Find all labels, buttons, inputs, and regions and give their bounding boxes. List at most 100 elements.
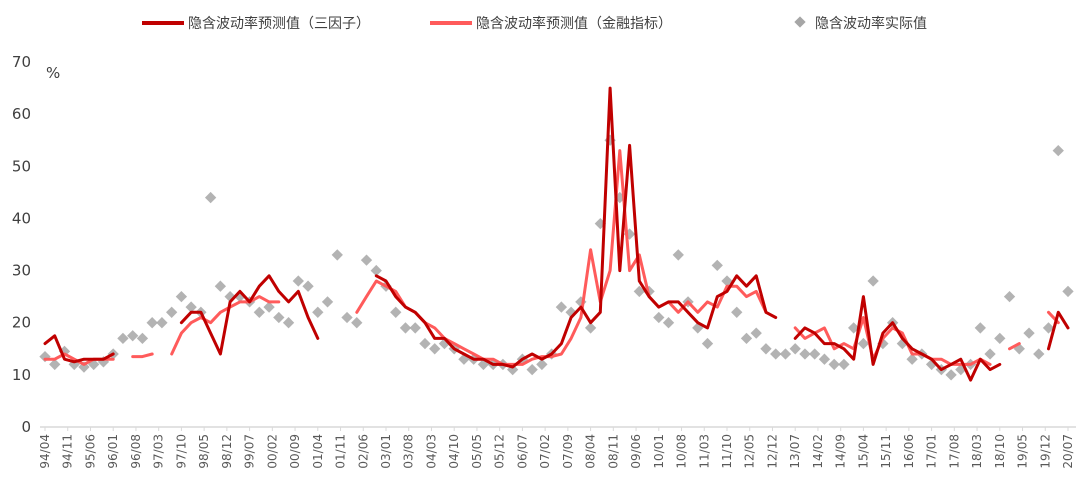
x-tick-label: 10/01	[652, 434, 666, 469]
actual-point	[721, 275, 733, 287]
actual-point	[409, 322, 421, 334]
x-tick-label: 07/09	[561, 434, 575, 469]
y-tick-label: 20	[12, 314, 31, 332]
actual-point	[146, 317, 158, 329]
three-factor-line-segment	[43, 334, 115, 364]
actual-point	[175, 290, 188, 303]
x-tick-label: 94/11	[61, 434, 75, 469]
x-tick-label: 14/09	[834, 434, 848, 469]
x-tick-label: 12/12	[765, 434, 779, 469]
x-tick-label: 99/07	[243, 434, 257, 469]
actual-point	[584, 322, 597, 334]
x-tick-label: 03/08	[402, 434, 416, 469]
x-axis: 94/04 94/11 95/06 96/01 96/08 97/03 97/10 98/05…	[38, 426, 1076, 469]
actual-point	[779, 348, 792, 360]
plot-area	[39, 86, 1074, 382]
actual-point	[750, 327, 762, 339]
financial-line-segment	[793, 316, 992, 366]
x-tick-label: 10/08	[675, 434, 689, 469]
x-tick-label: 96/08	[129, 434, 143, 469]
y-tick-label: 60	[12, 105, 31, 123]
actual-point	[770, 348, 782, 360]
x-tick-label: 11/10	[720, 434, 734, 469]
actual-point	[536, 358, 548, 371]
x-tick-label: 98/05	[197, 434, 211, 469]
y-tick-label: 10	[12, 366, 31, 384]
actual-point	[1062, 285, 1074, 298]
actual-point	[399, 322, 412, 334]
actual-point	[273, 311, 285, 324]
actual-point	[848, 322, 860, 334]
x-tick-label: 11/03	[697, 434, 711, 469]
actual-point	[156, 317, 168, 329]
x-tick-label: 20/07	[1061, 434, 1075, 469]
actual-point	[555, 301, 568, 313]
actual-point	[360, 254, 373, 266]
actual-point	[302, 280, 314, 292]
actual-point	[740, 332, 753, 345]
actual-point	[49, 358, 61, 371]
actual-point	[974, 322, 986, 334]
actual-point	[818, 353, 831, 365]
x-tick-label: 05/05	[470, 434, 484, 469]
actual-point	[136, 332, 149, 345]
actual-point	[945, 369, 957, 381]
y-axis-unit: %	[46, 64, 60, 82]
actual-point	[1052, 144, 1064, 157]
x-tick-label: 16/06	[902, 434, 916, 469]
x-tick-label: 03/01	[379, 434, 393, 469]
x-tick-label: 13/07	[788, 434, 802, 469]
x-tick-label: 96/01	[106, 434, 120, 469]
x-tick-label: 95/06	[83, 434, 97, 469]
x-tick-label: 00/02	[265, 434, 279, 469]
y-tick-label: 70	[12, 53, 31, 71]
three-factor-line-segment	[1047, 310, 1070, 351]
actual-point	[419, 337, 431, 350]
actual-point	[731, 306, 743, 318]
actual-point	[341, 311, 353, 324]
x-tick-label: 19/12	[1038, 434, 1052, 469]
x-tick-label: 98/12	[220, 434, 234, 469]
actual-point	[127, 330, 139, 342]
actual-point	[672, 249, 684, 261]
actual-point	[809, 348, 821, 360]
y-tick-label: 50	[12, 157, 31, 175]
actual-point	[994, 332, 1006, 345]
actual-point	[711, 259, 723, 272]
y-tick-label: 30	[12, 262, 31, 280]
actual-point	[351, 317, 363, 329]
actual-point	[117, 332, 129, 345]
y-tick-label: 40	[12, 209, 31, 227]
actual-point	[799, 348, 811, 360]
financial-line-segment	[355, 149, 768, 366]
actual-point	[321, 296, 334, 308]
actual-point	[867, 275, 879, 287]
actual-point	[984, 348, 996, 360]
x-tick-label: 01/04	[311, 434, 325, 469]
actual-point	[263, 301, 275, 313]
x-tick-label: 09/06	[629, 434, 643, 469]
legend-label-three-factor: 隐含波动率预测值（三因子）	[188, 15, 370, 32]
x-tick-label: 14/02	[811, 434, 825, 469]
actual-point	[1033, 348, 1045, 360]
actual-point	[906, 353, 918, 365]
y-axis: 0 10 20 30 40 50 60 70	[12, 53, 31, 436]
actual-point	[1003, 290, 1016, 303]
financial-line-segment	[1008, 342, 1021, 351]
x-tick-label: 18/03	[970, 434, 984, 469]
legend-label-actual: 隐含波动率实际值	[815, 15, 927, 32]
x-tick-label: 08/11	[606, 434, 620, 469]
actual-point	[789, 343, 801, 355]
x-tick-label: 04/10	[447, 434, 461, 469]
actual-point	[1023, 327, 1035, 339]
x-tick-label: 04/03	[424, 434, 438, 469]
actual-point	[526, 363, 538, 376]
x-tick-label: 02/06	[356, 434, 370, 469]
actual-point	[857, 337, 870, 350]
actual-point	[204, 191, 217, 204]
x-tick-label: 15/11	[879, 434, 893, 469]
x-tick-label: 12/05	[743, 434, 757, 469]
y-tick-label: 0	[21, 418, 31, 436]
actual-point	[312, 306, 324, 318]
